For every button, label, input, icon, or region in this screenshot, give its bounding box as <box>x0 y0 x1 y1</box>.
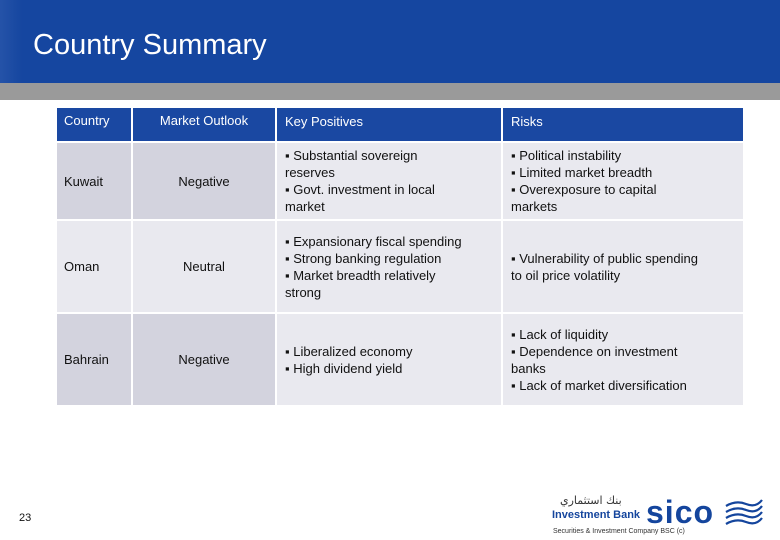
row-kuwait-outlook: Negative <box>133 143 275 219</box>
sico-logo: بنك استثماري Investment Bank sico Securi… <box>550 494 770 538</box>
positive-line: ▪ Strong banking regulation <box>285 250 442 266</box>
logo-tagline: Securities & Investment Company BSC (c) <box>553 528 685 535</box>
positive-line: reserves <box>285 165 335 180</box>
page-title: Country Summary <box>33 29 267 61</box>
row-bahrain-positives: ▪ Liberalized economy ▪ High dividend yi… <box>277 314 501 405</box>
risk-line: markets <box>511 199 558 214</box>
row-oman-risks: ▪ Vulnerability of public spending to oi… <box>503 221 743 312</box>
page-number: 23 <box>19 512 32 524</box>
risk-line: ▪ Lack of liquidity <box>511 326 609 342</box>
row-kuwait-positives: ▪ Substantial sovereign reserves ▪ Govt.… <box>277 143 501 219</box>
sico-wave-mark-icon <box>725 499 763 525</box>
row-bahrain-country: Bahrain <box>57 314 131 405</box>
risk-line: ▪ Limited market breadth <box>511 165 653 180</box>
header-key-positives: Key Positives <box>277 108 501 141</box>
logo-investment-bank: Investment Bank <box>552 509 641 521</box>
header-bar: Country Summary <box>0 0 780 83</box>
row-oman-country: Oman <box>57 221 131 312</box>
country-summary-table: Country Market Outlook Key Positives Ris… <box>57 108 743 405</box>
row-oman-positives: ▪ Expansionary fiscal spending ▪ Strong … <box>277 221 501 312</box>
risk-line: ▪ Dependence on investment <box>511 343 678 359</box>
positive-line: ▪ Liberalized economy <box>285 343 413 359</box>
header-risks: Risks <box>503 108 743 141</box>
risk-line: ▪ Overexposure to capital <box>511 182 657 197</box>
positive-line: ▪ Substantial sovereign <box>285 148 418 163</box>
positive-line: ▪ Market breadth relatively <box>285 267 436 283</box>
risk-line: ▪ Political instability <box>511 148 622 163</box>
header-market-outlook: Market Outlook <box>133 108 275 141</box>
risk-line: ▪ Vulnerability of public spending <box>511 250 698 266</box>
row-kuwait-country: Kuwait <box>57 143 131 219</box>
header-left-stripe <box>0 0 22 83</box>
row-bahrain-risks: ▪ Lack of liquidity ▪ Dependence on inve… <box>503 314 743 405</box>
logo-brand: sico <box>646 494 715 530</box>
positive-line: strong <box>285 284 322 300</box>
row-kuwait-risks: ▪ Political instability ▪ Limited market… <box>503 143 743 219</box>
positive-line: market <box>285 199 325 214</box>
risk-line: ▪ Lack of market diversification <box>511 377 687 393</box>
logo-arabic-text: بنك استثماري <box>560 494 622 507</box>
positive-line: ▪ Govt. investment in local <box>285 182 435 197</box>
positive-line: ▪ High dividend yield <box>285 360 403 376</box>
row-bahrain-outlook: Negative <box>133 314 275 405</box>
positive-line: ▪ Expansionary fiscal spending <box>285 233 462 249</box>
row-oman-outlook: Neutral <box>133 221 275 312</box>
header-rule <box>0 83 780 100</box>
header-country: Country <box>57 108 131 141</box>
risk-line: banks <box>511 360 546 376</box>
risk-line: to oil price volatility <box>511 267 621 283</box>
